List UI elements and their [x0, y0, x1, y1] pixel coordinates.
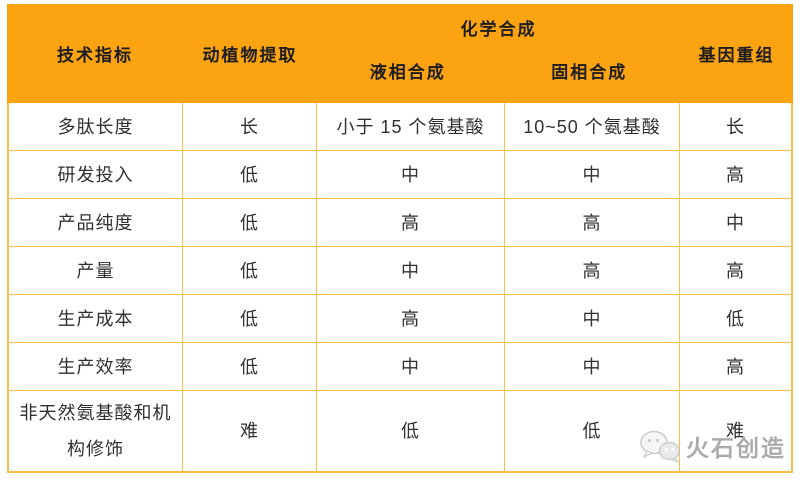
table-cell: 高: [680, 247, 791, 294]
table-cell: 中: [505, 343, 679, 390]
table-cell: 中: [317, 247, 504, 294]
table-cell: 高: [680, 151, 791, 198]
table-body: 多肽长度长小于 15 个氨基酸 10~50 个氨基酸长研发投入低中中高产品纯度低高…: [7, 103, 793, 473]
table-cell: 低: [680, 295, 791, 342]
table-cell: 低: [183, 343, 316, 390]
table-cell: 难: [183, 391, 316, 471]
table-cell: 低: [505, 391, 679, 471]
table-cell: 小于 15 个氨基酸: [317, 103, 504, 150]
table-cell: 低: [183, 151, 316, 198]
table-header: 技术指标 动植物提取 化学合成 液相合成 固相合成 基因重组: [7, 4, 793, 103]
header-cell-indicator: 技术指标: [57, 46, 133, 65]
table-cell: 低: [317, 391, 504, 471]
table-cell: 中: [317, 343, 504, 390]
header-cell-gene-recombination: 基因重组: [698, 46, 775, 65]
header-cell-solid-phase: 固相合成: [551, 63, 628, 82]
table-cell: 中: [505, 295, 679, 342]
header-group-chemical-synthesis: 化学合成 液相合成 固相合成: [317, 4, 680, 103]
table-cell: 低: [183, 199, 316, 246]
row-label: 产品纯度: [9, 199, 182, 246]
table-cell: 10~50 个氨基酸: [505, 103, 679, 150]
header-cell-chemical-synthesis: 化学合成: [460, 20, 537, 39]
row-label: 非天然氨基酸和机构修饰: [9, 391, 182, 471]
table-cell: 中: [317, 151, 504, 198]
row-label: 研发投入: [9, 151, 182, 198]
table-cell: 高: [505, 199, 679, 246]
table-cell: 高: [505, 247, 679, 294]
table-cell: 中: [680, 199, 791, 246]
row-label: 生产效率: [9, 343, 182, 390]
header-cell-liquid-phase: 液相合成: [369, 63, 446, 82]
table-cell: 高: [317, 295, 504, 342]
table-cell: 难: [680, 391, 791, 471]
row-label: 多肽长度: [9, 103, 182, 150]
table-cell: 低: [183, 295, 316, 342]
comparison-table: 技术指标 动植物提取 化学合成 液相合成 固相合成 基因重组 多肽长度长小于 1…: [7, 4, 793, 473]
header-cell-extraction: 动植物提取: [202, 46, 298, 65]
table-cell: 高: [680, 343, 791, 390]
table-cell: 长: [680, 103, 791, 150]
table-cell: 高: [317, 199, 504, 246]
row-label: 生产成本: [9, 295, 182, 342]
table-cell: 长: [183, 103, 316, 150]
table-cell: 低: [183, 247, 316, 294]
row-label: 产量: [9, 247, 182, 294]
table-cell: 中: [505, 151, 679, 198]
